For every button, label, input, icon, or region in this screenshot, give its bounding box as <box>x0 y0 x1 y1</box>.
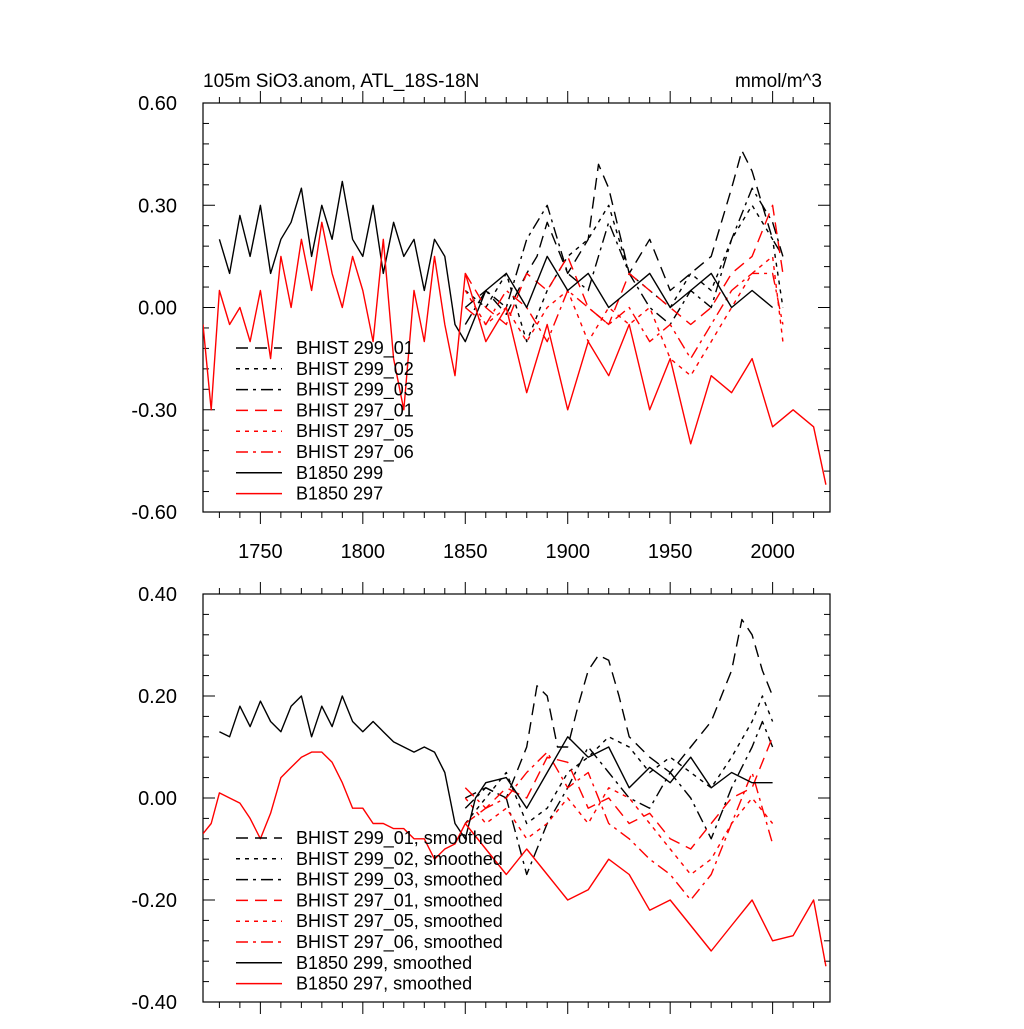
top-series-6 <box>218 180 774 343</box>
bottom-ytick-label: -0.40 <box>131 992 177 1014</box>
bottom-legend-label-7: B1850 297, smoothed <box>296 974 472 994</box>
bottom-series-6 <box>219 695 773 840</box>
bottom-series-2 <box>464 720 774 876</box>
bottom-series-0 <box>464 618 774 799</box>
top-legend-label-2: BHIST 299_03 <box>296 380 414 401</box>
bottom-panel: -0.40 -0.20 0.00 0.20 0.40 BHIST 299_01, smoo… <box>131 582 831 1014</box>
top-ytick-label: -0.60 <box>131 502 177 524</box>
top-legend-label-4: BHIST 297_05 <box>296 421 414 442</box>
top-series-4 <box>464 255 784 377</box>
bottom-series-4 <box>464 787 774 876</box>
top-xtick-label: 1950 <box>648 541 693 563</box>
top-xtick-label: 1800 <box>341 541 386 563</box>
top-series-3 <box>464 204 784 326</box>
top-series-0 <box>464 149 784 315</box>
top-xtick-label: 1750 <box>238 541 283 563</box>
bottom-ytick-label: -0.20 <box>131 890 177 912</box>
top-legend-label-1: BHIST 299_02 <box>296 359 414 380</box>
top-xtick-label: 2000 <box>750 541 795 563</box>
top-ytick-label: 0.00 <box>138 298 177 320</box>
units-label: mmol/m^3 <box>735 71 822 92</box>
top-series-group <box>203 149 827 485</box>
top-legend-label-6: B1850 299 <box>296 463 383 483</box>
bottom-legend-label-1: BHIST 299_02, smoothed <box>296 849 503 870</box>
top-xtick-label: 1850 <box>443 541 488 563</box>
bottom-series-3 <box>464 736 774 850</box>
bottom-series-7 <box>203 751 827 967</box>
top-series-7 <box>203 221 827 485</box>
bottom-ytick-label: 0.40 <box>138 584 177 606</box>
bottom-legend-label-2: BHIST 299_03, smoothed <box>296 870 503 891</box>
chart-title: 105m SiO3.anom, ATL_18S-18N <box>203 71 479 92</box>
top-legend-label-3: BHIST 297_01 <box>296 400 414 421</box>
top-legend-label-7: B1850 297 <box>296 484 383 504</box>
top-series-5 <box>464 272 784 360</box>
bottom-ytick-label: 0.20 <box>138 686 177 708</box>
top-legend-label-5: BHIST 297_06 <box>296 442 414 463</box>
top-xtick-label: 1900 <box>545 541 590 563</box>
bottom-legend-label-0: BHIST 299_01, smoothed <box>296 828 503 849</box>
top-legend-label-0: BHIST 299_01 <box>296 338 414 359</box>
bottom-legend-label-6: B1850 299, smoothed <box>296 953 472 973</box>
top-panel: -0.60 -0.30 0.00 0.30 0.60 1750 1800 1850 1900 19… <box>131 91 831 563</box>
bottom-series-group <box>203 618 827 967</box>
bottom-series-1 <box>464 695 774 825</box>
bottom-series-5 <box>464 751 774 901</box>
bottom-ytick-label: 0.00 <box>138 788 177 810</box>
top-ytick-label: 0.60 <box>138 93 177 115</box>
bottom-legend-label-5: BHIST 297_06, smoothed <box>296 932 503 953</box>
top-ytick-label: -0.30 <box>131 400 177 422</box>
bottom-legend-label-3: BHIST 297_01, smoothed <box>296 890 503 911</box>
top-ytick-label: 0.30 <box>138 195 177 217</box>
bottom-legend-label-4: BHIST 297_05, smoothed <box>296 911 503 932</box>
top-series-1 <box>464 204 784 343</box>
